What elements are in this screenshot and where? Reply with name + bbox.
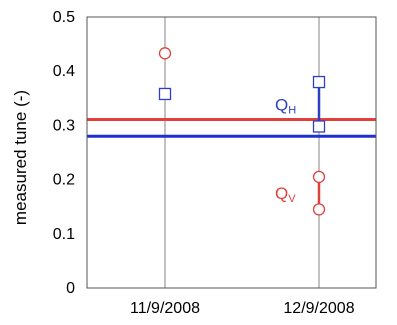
- data-points: [158, 47, 326, 216]
- y-tick-label: 0: [66, 280, 75, 297]
- plot-frame: [86, 16, 377, 289]
- square-marker: [158, 87, 172, 101]
- annotation-label-qv: QV: [275, 184, 296, 205]
- square-marker: [312, 120, 326, 133]
- y-tick-label: 0.4: [53, 63, 75, 80]
- circle-marker: [158, 47, 172, 60]
- circle-marker: [312, 170, 326, 184]
- y-tick-labels: 0 0.1 0.2 0.3 0.4 0.5: [53, 9, 75, 297]
- y-tick-label: 0.1: [53, 226, 75, 243]
- annotation-labels: QH QV: [275, 95, 296, 205]
- x-tick-label: 11/9/2008: [130, 300, 200, 317]
- y-tick-label: 0.5: [53, 9, 75, 26]
- grid-layer: [164, 17, 320, 288]
- x-tick-labels: 11/9/2008 12/9/2008: [130, 300, 355, 317]
- annotation-label-qh: QH: [275, 95, 296, 116]
- y-tick-label: 0.3: [53, 117, 75, 134]
- y-tick-label: 0.2: [53, 172, 75, 189]
- square-marker: [312, 75, 326, 89]
- x-tick-label: 12/9/2008: [283, 300, 354, 317]
- circle-marker: [312, 203, 326, 216]
- reference-lines: [87, 117, 376, 138]
- y-axis-title: measured tune (-): [11, 90, 30, 225]
